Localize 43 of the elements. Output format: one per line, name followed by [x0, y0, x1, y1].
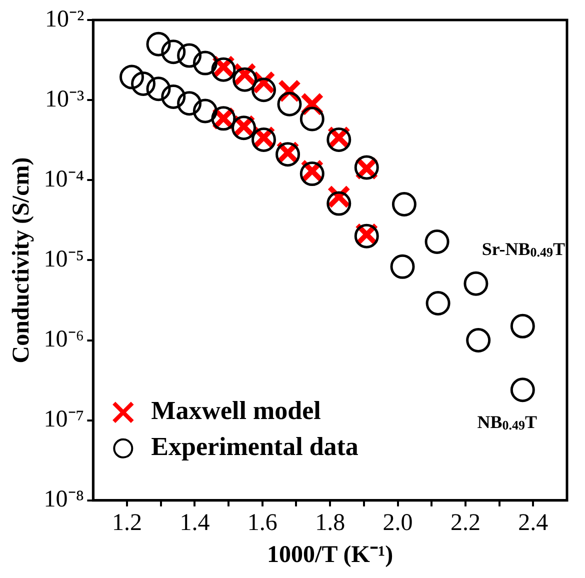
- point: [232, 67, 258, 92]
- y-tick-label: 10⁻⁸: [44, 486, 84, 513]
- point: [326, 191, 352, 216]
- point: [300, 106, 324, 132]
- point: [146, 32, 171, 56]
- x-tick-label: 1.8: [315, 510, 346, 536]
- point: [390, 254, 415, 279]
- point: [466, 328, 491, 353]
- x-tick-label: 1.6: [247, 510, 278, 536]
- point: [120, 64, 144, 90]
- point: [392, 192, 416, 216]
- point: [177, 91, 202, 116]
- point: [426, 290, 450, 316]
- x-tick-label: 1.2: [112, 510, 142, 536]
- y-tick-label: 10⁻²: [44, 6, 84, 32]
- point: [464, 271, 488, 296]
- legend-label: Maxwell model: [151, 396, 321, 426]
- y-tick-label: 10⁻⁶: [44, 326, 84, 353]
- point: [192, 98, 218, 124]
- point: [131, 71, 156, 96]
- point: [424, 230, 450, 254]
- x-tick-label: 1.4: [180, 510, 210, 536]
- annotation: Sr-NB0.49T: [482, 239, 566, 260]
- y-tick-label: 10⁻⁵: [44, 246, 84, 272]
- point: [146, 76, 171, 102]
- y-tick-label: 10⁻³: [44, 86, 84, 112]
- point: [161, 40, 186, 64]
- y-tick-label: 10⁻⁷: [44, 406, 84, 433]
- point: [277, 92, 302, 116]
- x-axis-title: 1000/T (K⁻¹): [267, 542, 394, 568]
- y-tick-label: 10⁻⁴: [44, 166, 84, 192]
- x-tick-label: 2.0: [382, 510, 413, 536]
- point: [192, 50, 218, 76]
- y-axis-title: Conductivity (S/cm): [8, 157, 35, 364]
- x-tick-label: 2.4: [518, 510, 548, 536]
- point: [161, 84, 186, 110]
- legend-label: Experimental data: [151, 432, 358, 462]
- point: [510, 314, 535, 338]
- point: [251, 78, 276, 102]
- point: [177, 43, 202, 68]
- x-tick-label: 2.2: [450, 510, 480, 536]
- annotation: NB0.49T: [477, 412, 538, 433]
- point: [510, 378, 535, 402]
